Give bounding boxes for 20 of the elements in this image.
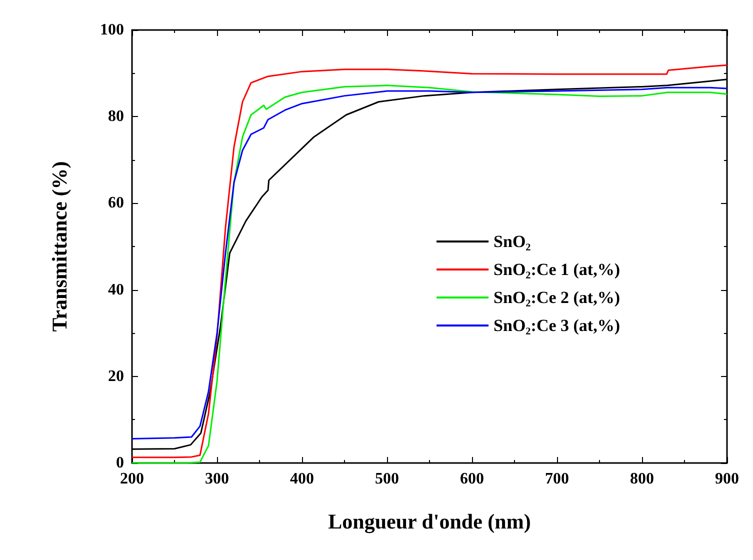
x-tick-label: 200 xyxy=(120,470,144,488)
y-axis-title: Transmittance (%) xyxy=(48,161,72,332)
x-tick-label: 700 xyxy=(545,470,569,488)
x-tick-label: 300 xyxy=(205,470,229,488)
x-axis-title: Longueur d'onde (nm) xyxy=(328,510,531,534)
y-tick-label: 100 xyxy=(100,22,124,38)
y-tick-label: 40 xyxy=(108,281,124,298)
x-tick-label: 600 xyxy=(460,470,484,488)
legend-label: SnO₂:Ce 2 (at,%) xyxy=(494,288,620,307)
y-tick-label: 20 xyxy=(108,368,124,385)
legend-label: SnO₂:Ce 3 (at,%) xyxy=(494,316,620,335)
y-tick-label: 80 xyxy=(108,108,124,126)
x-tick-label: 400 xyxy=(290,470,314,488)
y-tick-label: 0 xyxy=(116,454,124,472)
x-tick-label: 500 xyxy=(375,470,399,488)
y-tick-label: 60 xyxy=(108,194,124,212)
x-tick-label: 900 xyxy=(715,470,739,488)
legend-label: SnO₂:Ce 1 (at,%) xyxy=(494,260,620,279)
x-tick-label: 800 xyxy=(630,470,654,488)
legend-label: SnO₂ xyxy=(494,232,531,251)
